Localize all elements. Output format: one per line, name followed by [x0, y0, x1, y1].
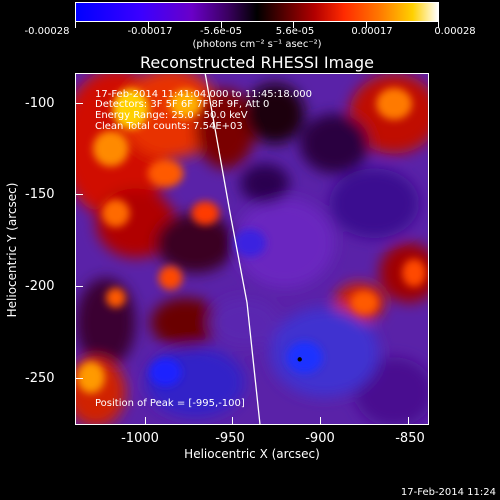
x-tick-label: -1000 — [121, 431, 159, 446]
emission-hotspots — [76, 87, 427, 394]
colorbar-tick — [366, 22, 367, 28]
colorbar-tick — [75, 22, 76, 28]
info-energy-range: Energy Range: 25.0 - 50.0 keV — [95, 110, 248, 121]
x-tick-label: -900 — [305, 431, 335, 446]
y-tick — [75, 194, 83, 195]
colorbar-tick — [221, 22, 222, 28]
y-tick-label: -100 — [25, 96, 55, 111]
colorbar-tick — [438, 22, 439, 28]
x-tick-label: -850 — [395, 431, 425, 446]
info-clean-counts: Clean Total counts: 7.54E+03 — [95, 121, 243, 132]
peak-position-text: Position of Peak = [-995,-100] — [95, 398, 245, 409]
y-tick-label: -200 — [25, 279, 55, 294]
y-tick — [75, 286, 83, 287]
y-axis-label: Heliocentric Y (arcsec) — [5, 182, 19, 318]
solar-limb-line — [204, 74, 261, 424]
colorbar-tick-label: -0.00017 — [127, 26, 173, 37]
x-tick — [408, 417, 409, 425]
plot-title: Reconstructed RHESSI Image — [140, 53, 374, 72]
y-tick — [75, 103, 83, 104]
image-plot: 17-Feb-2014 11:41:04.000 to 11:45:18.000… — [75, 73, 429, 425]
rhessi-image — [76, 74, 428, 424]
x-tick — [145, 417, 146, 425]
colorbar-tick-label: 0.00017 — [351, 26, 393, 37]
colorbar-tick — [148, 22, 149, 28]
colorbar — [75, 2, 439, 22]
colorbar-tick-label: -5.6e-05 — [200, 26, 242, 37]
y-tick-label: -250 — [25, 371, 55, 386]
colorbar-tick — [293, 22, 294, 28]
y-tick-label: -150 — [25, 187, 55, 202]
colorbar-units: (photons cm⁻² s⁻¹ asec⁻²) — [192, 39, 322, 50]
x-tick — [232, 417, 233, 425]
info-time-range: 17-Feb-2014 11:41:04.000 to 11:45:18.000 — [95, 89, 313, 100]
x-tick-label: -950 — [215, 431, 245, 446]
x-axis-label: Heliocentric X (arcsec) — [184, 447, 320, 461]
colorbar-tick-label: 5.6e-05 — [275, 26, 315, 37]
timestamp: 17-Feb-2014 11:24 — [400, 487, 496, 498]
y-tick — [75, 378, 83, 379]
info-detectors: Detectors: 3F 5F 6F 7F 8F 9F, Att 0 — [95, 99, 270, 110]
colorbar-tick-label: -0.00028 — [24, 26, 70, 37]
x-tick — [320, 417, 321, 425]
peak-marker — [297, 357, 302, 362]
colorbar-tick-label: 0.00028 — [434, 26, 476, 37]
